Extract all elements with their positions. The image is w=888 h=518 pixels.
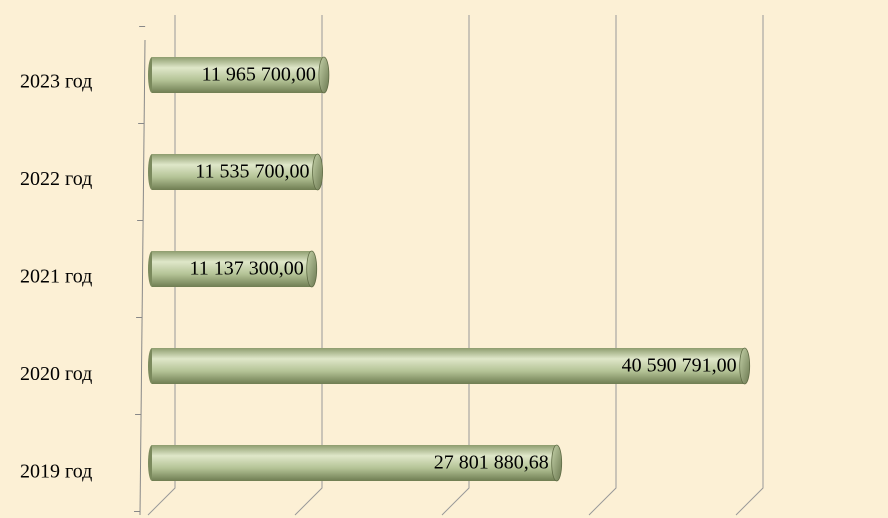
- bar: [148, 444, 563, 482]
- bar-cap: [312, 153, 323, 191]
- value-label: 27 801 880,68: [434, 452, 549, 474]
- grid-line: [588, 15, 617, 516]
- bar-body: [152, 57, 324, 93]
- bar-cap: [318, 56, 330, 94]
- bar-cap: [551, 444, 563, 482]
- bar-body: [152, 445, 557, 481]
- value-label: 11 137 300,00: [189, 258, 303, 280]
- bar: [148, 250, 318, 288]
- value-label: 11 965 700,00: [202, 64, 316, 86]
- y-tick-label: 2022 год: [20, 168, 92, 190]
- bar: [148, 347, 751, 385]
- bar-body: [152, 348, 745, 384]
- bar-cap: [739, 347, 751, 385]
- bar-cap: [306, 250, 318, 288]
- grid-line: [441, 15, 470, 516]
- y-tick-label: 2023 год: [20, 71, 92, 93]
- value-label: 11 535 700,00: [195, 161, 309, 183]
- grid-line: [735, 15, 764, 516]
- bar-body: [152, 251, 312, 287]
- bar: [148, 56, 330, 94]
- bar: [148, 153, 323, 191]
- value-label: 40 590 791,00: [622, 355, 737, 377]
- y-tick-label: 2021 год: [20, 266, 92, 288]
- y-tick-label: 2019 год: [20, 461, 92, 483]
- y-tick-label: 2020 год: [20, 363, 92, 385]
- y-axis: [139, 39, 146, 516]
- bar-body: [152, 154, 318, 190]
